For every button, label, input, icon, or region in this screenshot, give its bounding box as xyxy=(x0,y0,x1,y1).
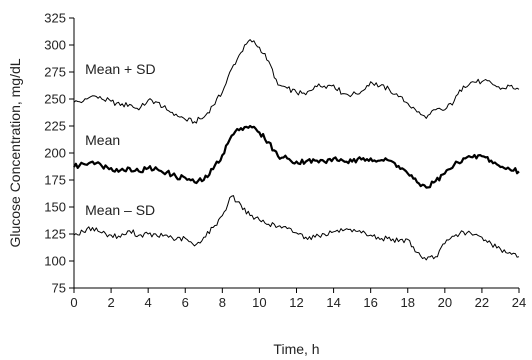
y-tick-label: 125 xyxy=(44,227,66,242)
y-tick-label: 300 xyxy=(44,38,66,53)
y-axis-title: Glucose Concentration, mg/dL xyxy=(7,58,23,247)
y-tick-label: 275 xyxy=(44,65,66,80)
x-tick-label: 10 xyxy=(252,295,266,310)
y-tick-label: 225 xyxy=(44,119,66,134)
chart-series xyxy=(73,39,520,261)
series-label-1: Mean xyxy=(85,132,120,148)
x-tick-label: 6 xyxy=(182,295,189,310)
y-tick-label: 150 xyxy=(44,200,66,215)
x-tick-label: 12 xyxy=(289,295,303,310)
x-tick-label: 0 xyxy=(70,295,77,310)
y-tick-label: 325 xyxy=(44,11,66,26)
series-label-2: Mean – SD xyxy=(85,202,155,218)
y-tick-label: 100 xyxy=(44,254,66,269)
y-tick-label: 75 xyxy=(52,281,66,296)
x-tick-label: 4 xyxy=(145,295,152,310)
x-tick-label: 24 xyxy=(512,295,526,310)
x-tick-label: 22 xyxy=(475,295,489,310)
x-tick-label: 2 xyxy=(107,295,114,310)
x-tick-label: 18 xyxy=(401,295,415,310)
x-tick-label: 20 xyxy=(438,295,452,310)
series-label-0: Mean + SD xyxy=(85,61,155,77)
x-tick-label: 16 xyxy=(363,295,377,310)
x-tick-label: 8 xyxy=(219,295,226,310)
x-tick-label: 14 xyxy=(326,295,340,310)
series-line-0 xyxy=(73,39,520,124)
y-tick-label: 250 xyxy=(44,92,66,107)
series-line-2 xyxy=(73,195,520,261)
series-line-1 xyxy=(73,124,520,189)
y-tick-label: 200 xyxy=(44,146,66,161)
y-tick-label: 175 xyxy=(44,173,66,188)
x-axis-title: Time, h xyxy=(273,341,319,357)
chart-series-labels: Mean + SD Mean Mean – SD xyxy=(85,61,155,218)
